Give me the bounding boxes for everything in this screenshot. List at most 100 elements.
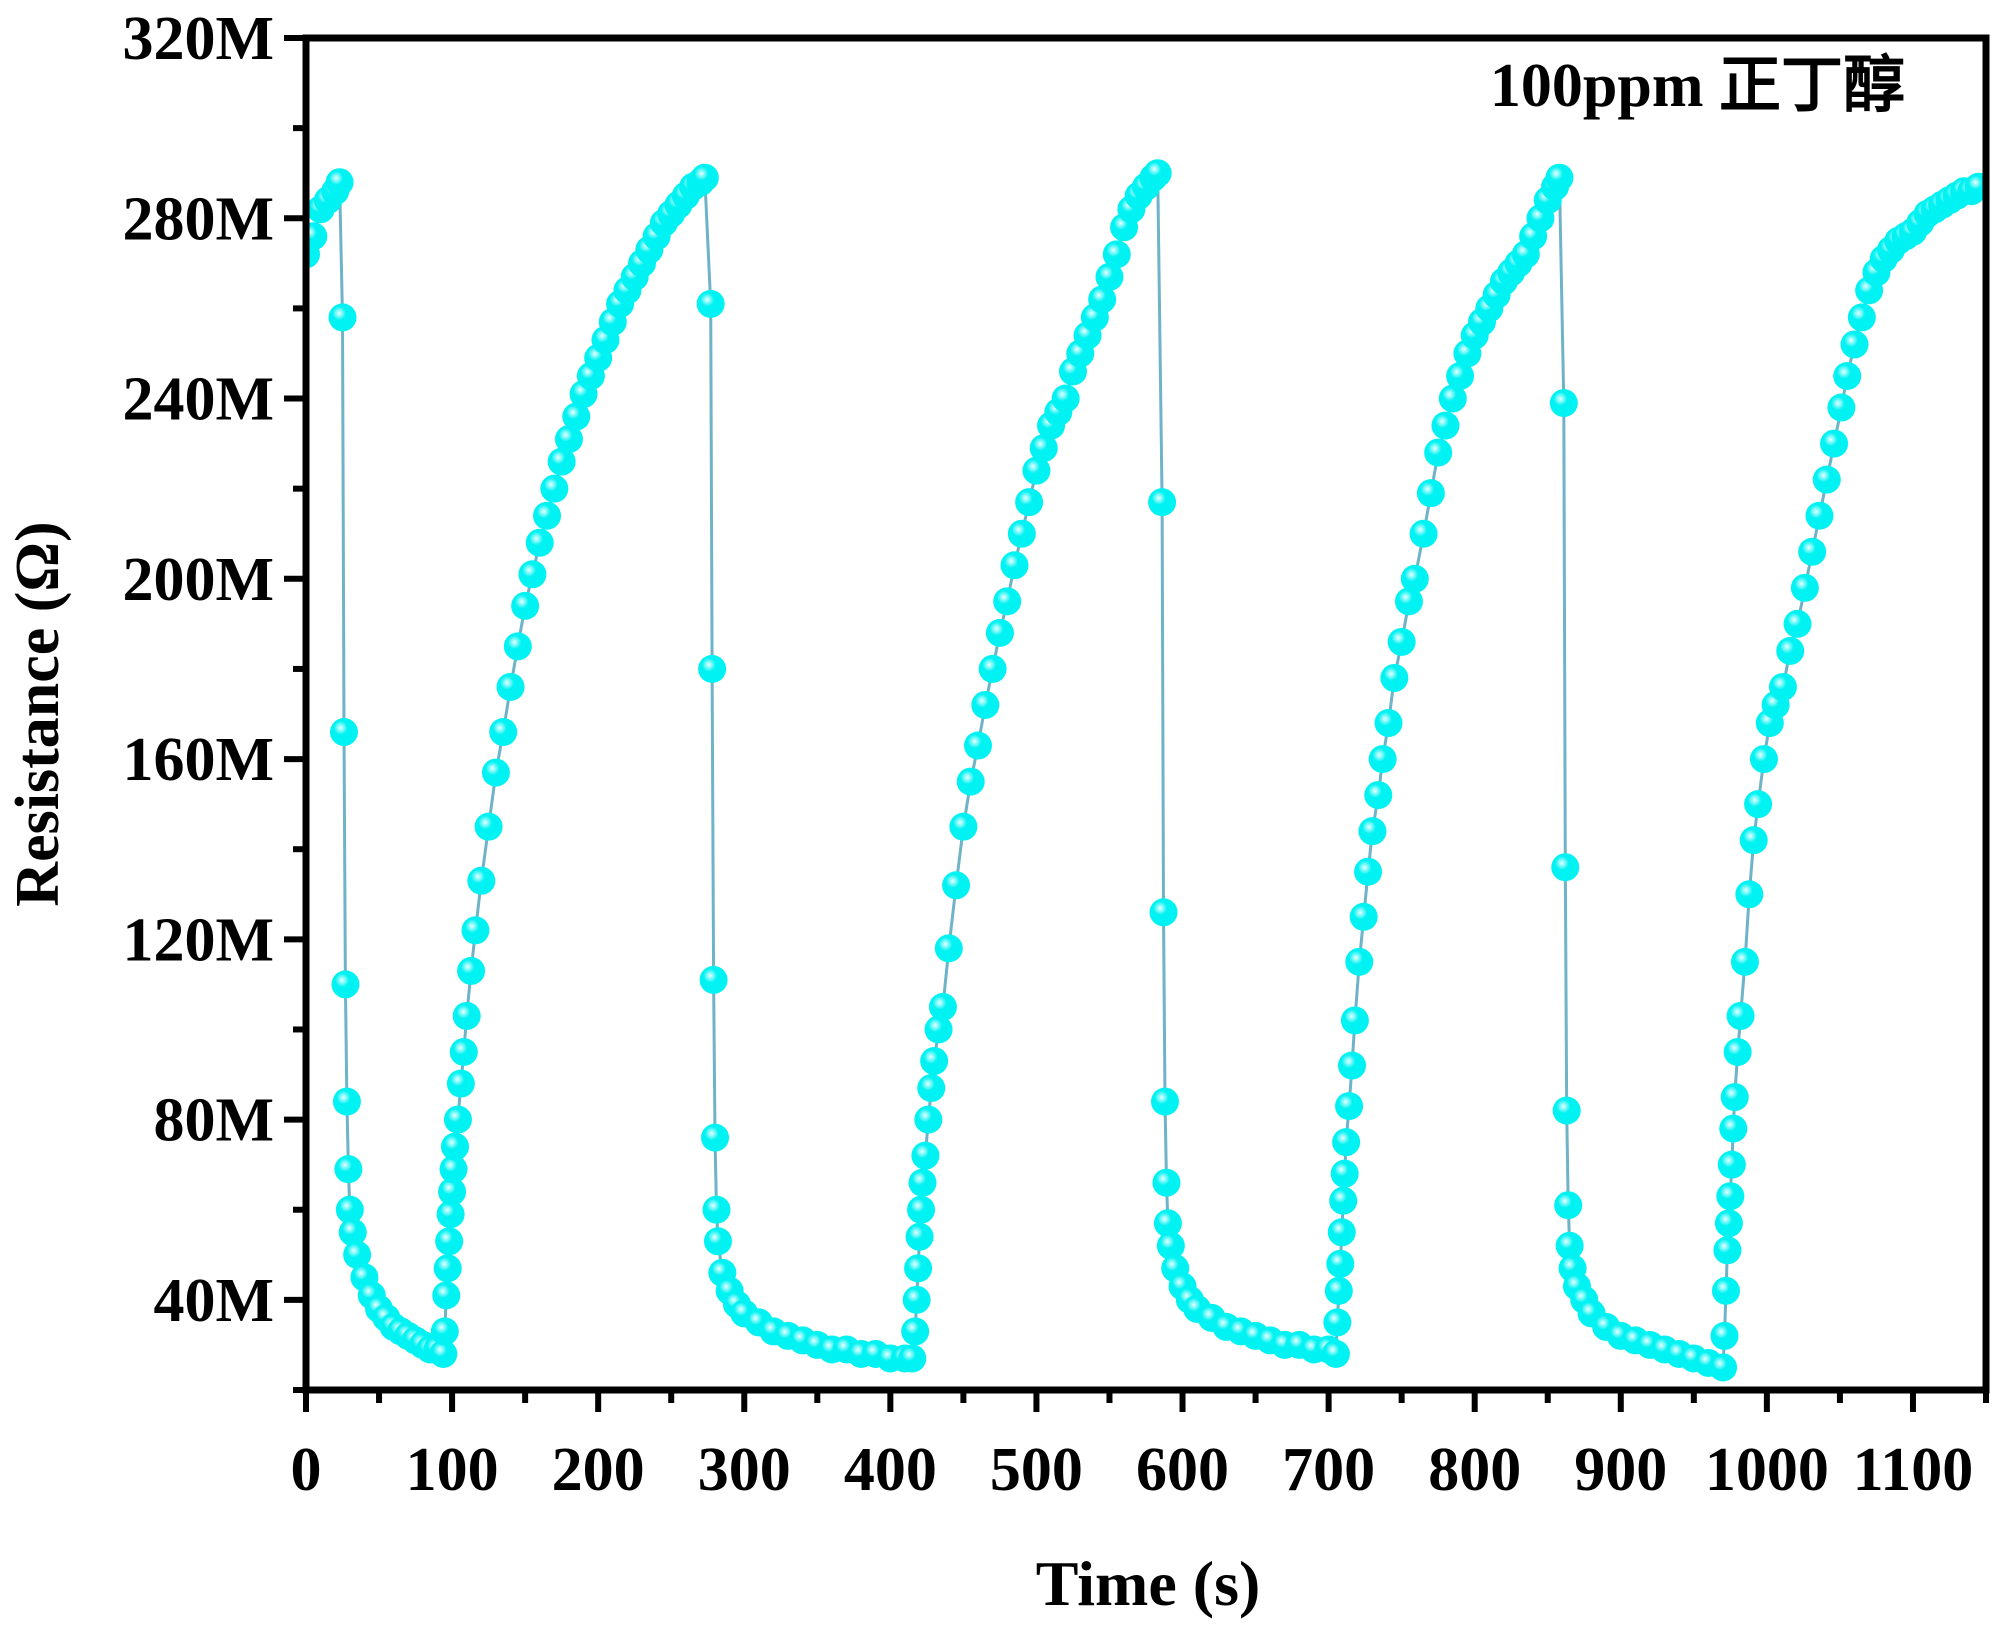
data-point [1424,438,1453,467]
data-point [325,168,354,197]
data-point [433,1254,462,1283]
data-point [1324,1276,1353,1305]
data-point [1790,573,1819,602]
x-axis: 0 100 200 300 400 500 600 700 800 900 1000 1100 [291,1390,1989,1504]
data-point [439,1155,468,1184]
data-point [338,1218,367,1247]
data-point [1431,411,1460,440]
chart-annotation: 100ppm 正丁醇 [1490,51,1905,120]
data-point [1798,537,1827,566]
data-point [332,1087,361,1116]
data-point [511,591,540,620]
data-point [540,474,569,503]
data-point [1416,479,1445,508]
data-point [1345,947,1374,976]
data-point [1015,488,1044,517]
data-point [1332,1128,1361,1157]
data-point [1000,551,1029,580]
data-point [446,1069,475,1098]
data-point [503,632,532,661]
data-point [1387,627,1416,656]
data-point [461,916,490,945]
y-axis-title: Resistance (Ω) [4,521,72,906]
y-tick-label: 200M [122,546,274,614]
data-point [901,1317,930,1346]
data-point [1340,1006,1369,1035]
data-point [911,1141,940,1170]
y-tick-label: 320M [122,5,274,73]
data-point [978,654,1007,683]
data-point [1364,781,1393,810]
data-point [1768,672,1797,701]
data-point [1148,488,1177,517]
data-point [489,718,518,747]
data-point [496,672,525,701]
data-point [1380,663,1409,692]
y-tick-label: 160M [122,726,274,794]
data-point [457,956,486,985]
data-point [1358,817,1387,846]
data-point [1394,587,1423,616]
data-point [949,812,978,841]
data-point [1709,1353,1738,1382]
data-point [920,1047,949,1076]
data-point [1714,1209,1743,1238]
y-tick-label: 120M [122,906,274,974]
data-point [1143,159,1172,188]
data-point [699,965,728,994]
data-point [1723,1038,1752,1066]
data-point [956,767,985,796]
data-point [702,1195,731,1224]
data-point [525,528,554,557]
x-tick-label: 1100 [1853,1436,1974,1504]
data-point [1847,303,1876,332]
data-point [1400,564,1429,593]
data-point [1327,1218,1356,1247]
data-point [343,1240,372,1269]
data-point [1321,1339,1350,1368]
data-point [1152,1168,1181,1197]
x-tick-label: 1000 [1705,1436,1829,1504]
data-point [971,690,1000,719]
data-point [429,1339,458,1368]
y-axis: 40M 80M 120M 160M 200M 240M 280M 320M [122,5,306,1393]
data-point [1409,519,1438,548]
data-point [430,1317,459,1346]
data-point [698,654,727,683]
data-point [1730,947,1759,976]
y-tick-label: 40M [153,1267,274,1335]
data-point [703,1227,732,1256]
data-point [1720,1083,1749,1112]
data-point [898,1344,927,1373]
data-point [335,1195,364,1224]
data-point [1744,790,1773,819]
data-point [443,1105,472,1134]
data-point [1833,362,1862,390]
data-point [905,1222,934,1251]
data-point [1739,826,1768,855]
series-markers [306,159,1986,1382]
plot-frame [302,34,1990,1394]
data-point [449,1038,478,1066]
data-point [1551,853,1580,882]
data-point [701,1123,730,1152]
data-point [914,1105,943,1134]
data-point [441,1132,470,1161]
data-point [328,303,357,332]
data-point [934,934,963,963]
x-tick-label: 0 [291,1436,322,1504]
data-point [1102,240,1131,269]
plot-area [306,159,1986,1382]
data-point [907,1195,936,1224]
data-point [1446,362,1475,390]
data-point [1555,1231,1584,1260]
data-point [1354,857,1383,886]
data-point [1438,384,1467,413]
data-point [1323,1308,1352,1337]
data-point [1149,898,1178,927]
data-point [928,992,957,1021]
y-tick-label: 240M [122,366,274,434]
data-point [474,812,503,841]
x-tick-label: 600 [1136,1436,1229,1504]
data-point [1337,1051,1366,1080]
